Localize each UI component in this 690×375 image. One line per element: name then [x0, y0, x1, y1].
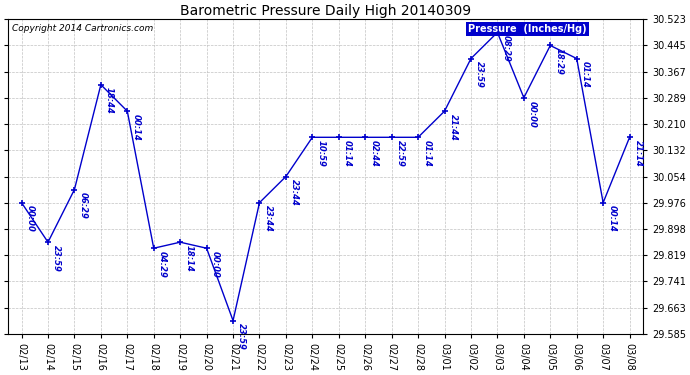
Text: 00:14: 00:14 — [607, 206, 616, 232]
Text: 06:29: 06:29 — [79, 192, 88, 219]
Text: 00:14: 00:14 — [132, 114, 141, 141]
Text: 23:59: 23:59 — [237, 323, 246, 350]
Title: Barometric Pressure Daily High 20140309: Barometric Pressure Daily High 20140309 — [180, 4, 471, 18]
Text: 23:44: 23:44 — [290, 179, 299, 206]
Text: 02:44: 02:44 — [369, 140, 378, 167]
Text: 22:59: 22:59 — [396, 140, 405, 167]
Text: 23:59: 23:59 — [475, 62, 484, 88]
Text: 18:44: 18:44 — [105, 87, 114, 114]
Text: 00:00: 00:00 — [210, 251, 220, 278]
Text: 18:29: 18:29 — [555, 48, 564, 75]
Text: Pressure  (Inches/Hg): Pressure (Inches/Hg) — [469, 24, 587, 34]
Text: 00:00: 00:00 — [528, 100, 537, 128]
Text: 01:14: 01:14 — [581, 62, 590, 88]
Text: Copyright 2014 Cartronics.com: Copyright 2014 Cartronics.com — [12, 24, 152, 33]
Text: 01:14: 01:14 — [422, 140, 431, 167]
Text: 08:29: 08:29 — [502, 35, 511, 62]
Text: 00:00: 00:00 — [26, 206, 34, 232]
Text: 21:44: 21:44 — [448, 114, 457, 141]
Text: 18:14: 18:14 — [184, 245, 193, 272]
Text: 01:14: 01:14 — [343, 140, 352, 167]
Text: 04:29: 04:29 — [158, 251, 167, 278]
Text: 21:14: 21:14 — [633, 140, 643, 167]
Text: 10:59: 10:59 — [317, 140, 326, 167]
Text: 23:59: 23:59 — [52, 245, 61, 272]
Text: 23:44: 23:44 — [264, 206, 273, 232]
